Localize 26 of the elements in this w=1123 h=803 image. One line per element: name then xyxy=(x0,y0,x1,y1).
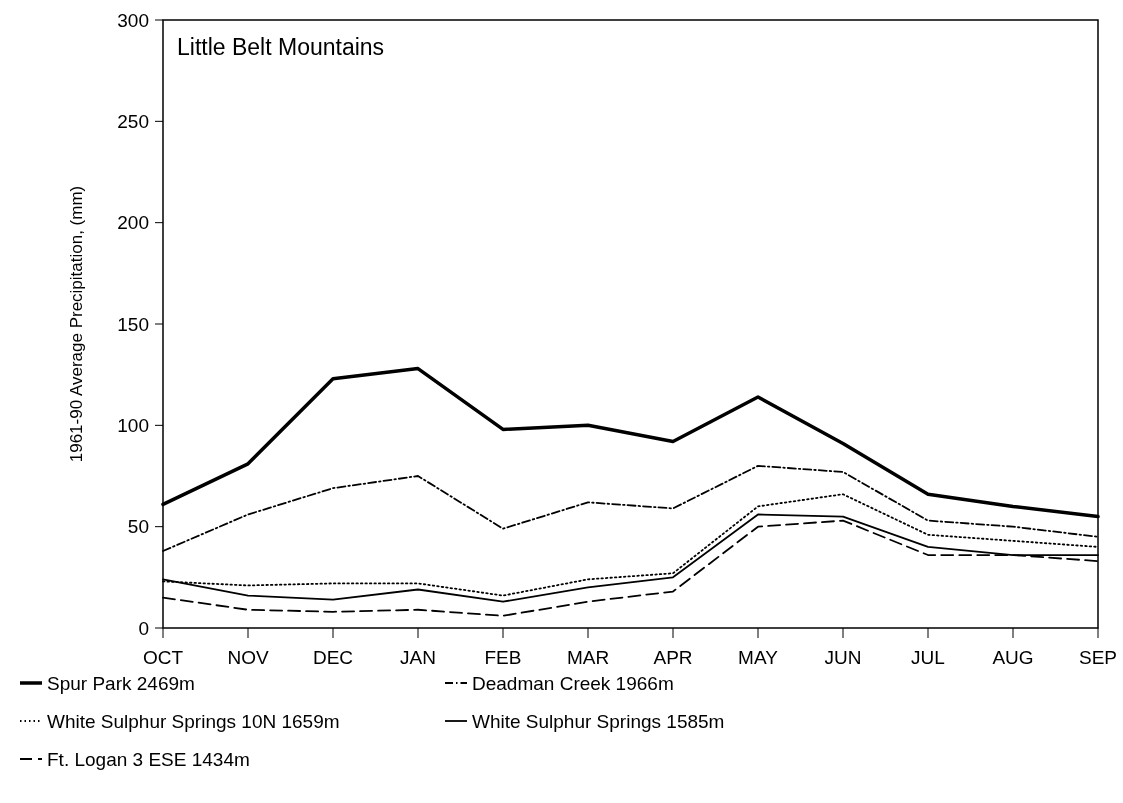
y-axis-title: 1961-90 Average Precipitation, (mm) xyxy=(67,185,86,463)
x-tick-label: FEB xyxy=(484,647,522,668)
x-tick-label: SEP xyxy=(1078,647,1118,668)
x-tick-label: DEC xyxy=(312,647,354,668)
legend-label: Spur Park 2469m xyxy=(47,672,195,694)
x-tick-label: JAN xyxy=(400,647,436,668)
x-tick-label: JUN xyxy=(824,647,862,668)
legend-label: White Sulphur Springs 10N 1659m xyxy=(47,710,340,732)
y-tick-label: 300 xyxy=(117,9,149,31)
legend-label: Deadman Creek 1966m xyxy=(472,672,674,694)
legend-label: White Sulphur Springs 1585m xyxy=(472,710,725,732)
y-tick-label: 200 xyxy=(117,212,149,234)
x-tick-label: NOV xyxy=(227,647,269,668)
text: Little Belt Mountains xyxy=(177,34,385,60)
x-tick-label: OCT xyxy=(142,647,184,668)
y-tick-label: 50 xyxy=(127,516,149,538)
x-tick-label: AUG xyxy=(992,647,1034,668)
x-tick-label: MAY xyxy=(738,647,779,668)
y-tick-label: 100 xyxy=(117,414,149,436)
x-tick-label: JUL xyxy=(911,647,945,668)
x-tick-label: APR xyxy=(653,647,693,668)
y-tick-label: 150 xyxy=(117,313,149,335)
y-tick-label: 250 xyxy=(117,110,149,132)
y-tick-label: 0 xyxy=(138,617,149,639)
x-tick-label: MAR xyxy=(566,647,610,668)
legend-label: Ft. Logan 3 ESE 1434m xyxy=(47,748,250,770)
